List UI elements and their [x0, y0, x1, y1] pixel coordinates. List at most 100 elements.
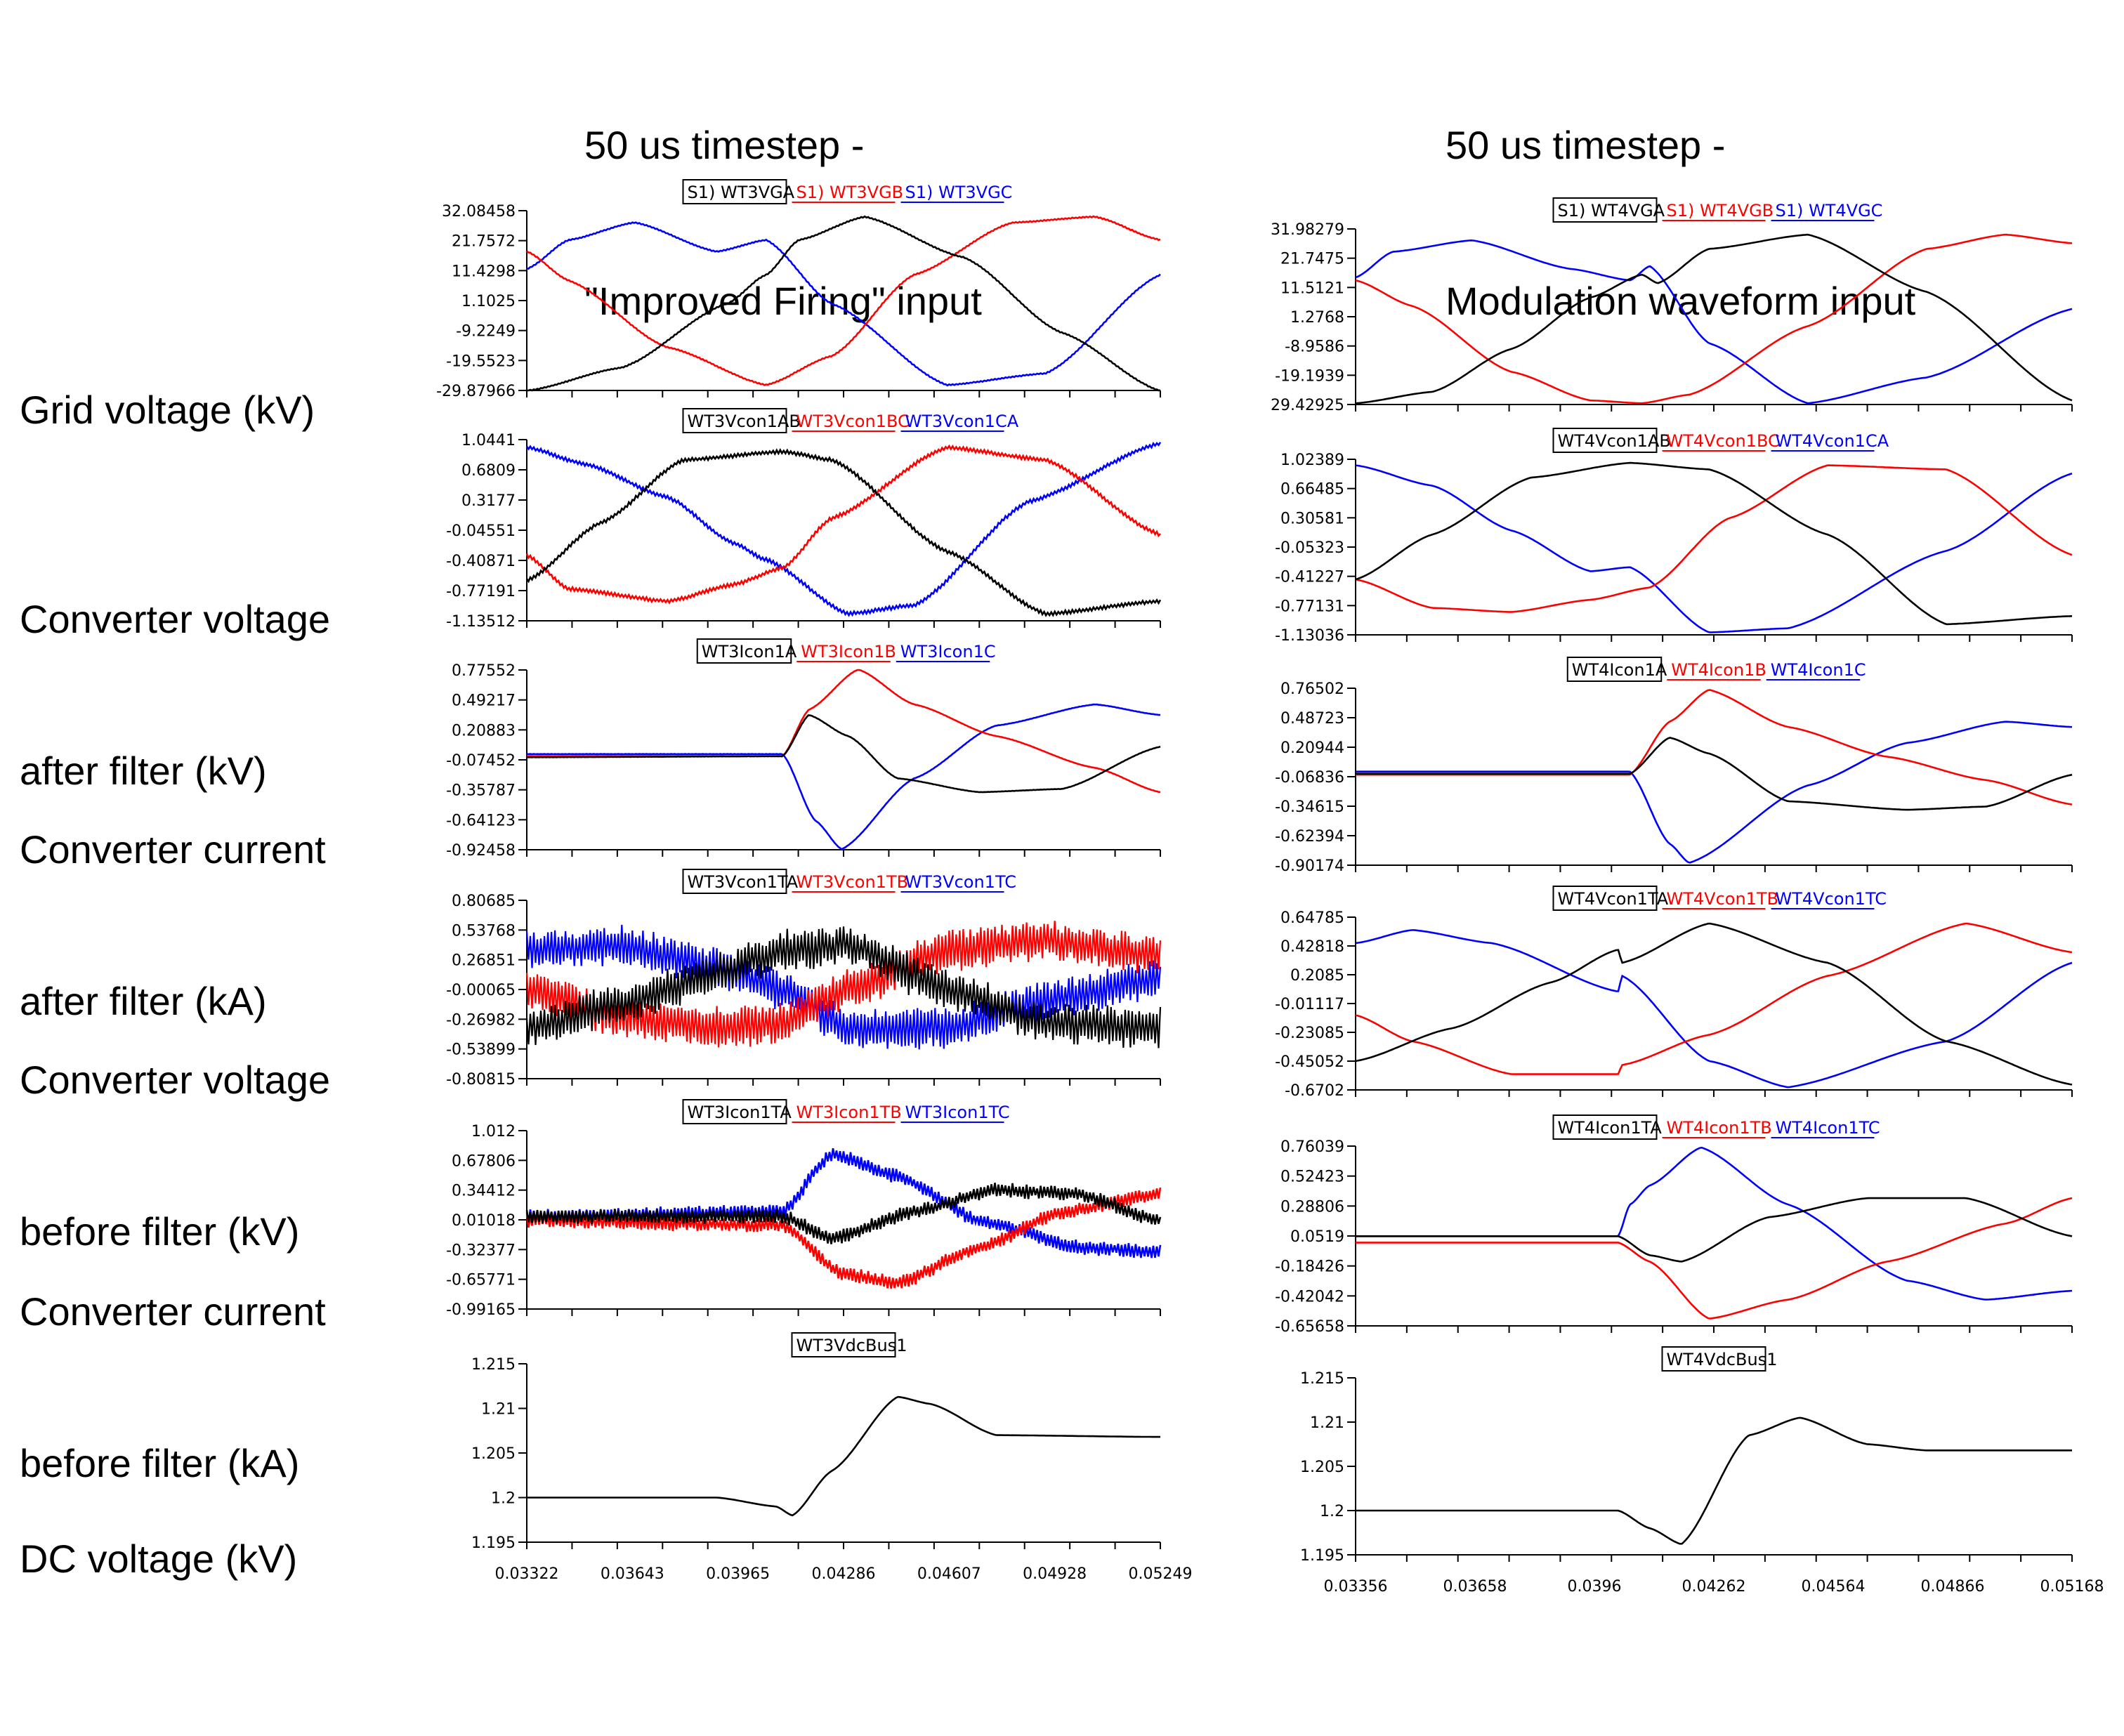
y-tick-label: 1.195 [1300, 1547, 1344, 1565]
row-label-conv-current-after: Converter current after filter (kA) [20, 723, 326, 1077]
series-line [1356, 689, 2073, 805]
legend-entry: WT4Icon1C [1771, 660, 1866, 680]
y-tick-label: 32.08458 [442, 203, 516, 221]
y-tick-label: 0.0519 [1290, 1228, 1344, 1246]
legend-box [1552, 428, 1658, 453]
legend-entry: WT4Vcon1TC [1776, 889, 1887, 909]
y-tick-label: -0.65771 [446, 1272, 516, 1289]
legend-box [1566, 657, 1663, 682]
legend-entry: WT3Icon1TC [905, 1103, 1010, 1122]
series-line [525, 448, 1162, 617]
y-tick-label: -0.05323 [1275, 539, 1344, 557]
series-line [1355, 461, 2073, 626]
y-tick-label: -0.00065 [446, 982, 516, 999]
series-line [1356, 1146, 2073, 1301]
legend-entry: WT3Vcon1AB [688, 412, 801, 431]
y-tick-label: -0.26982 [446, 1011, 516, 1029]
y-tick-label: 0.49217 [452, 692, 516, 710]
series-line [526, 221, 1161, 387]
y-tick-label: 0.76502 [1280, 680, 1344, 698]
legend-entry: WT3Vcon1BC [796, 412, 910, 431]
y-tick-label: -0.77191 [446, 583, 516, 600]
chart-panel: 31.98279 21.7475 11.5121 1.2768 -8.9586 -19.1… [1271, 197, 2073, 414]
y-tick-label: 1.215 [1300, 1370, 1344, 1388]
series-line [1356, 721, 2073, 864]
y-tick-label: -0.77131 [1275, 598, 1344, 615]
legend-entry: WT4Icon1TA [1558, 1118, 1663, 1138]
legend-entry: WT3Icon1A [702, 642, 797, 662]
series-line [525, 926, 1162, 1048]
y-tick-label: -0.45052 [1275, 1053, 1344, 1071]
y-tick-label: 1.1025 [461, 293, 516, 310]
row-label-line2: before filter (kA) [20, 1441, 300, 1485]
y-tick-label: 0.6809 [461, 462, 516, 480]
y-tick-label: 1.195 [471, 1534, 516, 1552]
y-tick-label: 21.7475 [1280, 251, 1344, 268]
y-tick-label: 0.20944 [1280, 739, 1344, 757]
y-tick-label: 0.67806 [452, 1152, 516, 1170]
x-tick-label: 0.0396 [1568, 1578, 1622, 1596]
y-tick-label: 0.3177 [461, 492, 516, 510]
row-label-line2: before filter (kV) [20, 1209, 300, 1254]
x-tick-label: 0.05249 [1129, 1565, 1193, 1583]
y-tick-label: -0.80815 [446, 1071, 516, 1089]
legend-box [696, 638, 792, 664]
y-tick-label: 11.5121 [1280, 280, 1344, 297]
y-tick-label: -0.65658 [1275, 1318, 1344, 1336]
y-tick-label: 0.34412 [452, 1183, 516, 1200]
y-tick-label: 0.42818 [1280, 938, 1344, 956]
legend-entry: WT3Icon1B [801, 642, 896, 662]
column-title-right-line2: Modulation waveform input [1446, 279, 1916, 323]
y-tick-label: -1.13512 [446, 613, 516, 631]
legend-entry: WT4Icon1TC [1776, 1118, 1880, 1138]
y-tick-label: -0.42042 [1275, 1288, 1344, 1306]
series-line [526, 215, 1161, 392]
y-tick-label: -8.9586 [1285, 338, 1344, 356]
chart-panel: 1.215 1.21 1.205 1.2 1.195 0.03356 0.03658 0.03… [1300, 1346, 2104, 1596]
y-tick-label: 0.2085 [1290, 967, 1344, 985]
legend-entry: S1) WT3VGA [688, 183, 795, 202]
y-tick-label: -0.06836 [1275, 769, 1344, 787]
series-line [525, 444, 1161, 605]
y-tick-label: 1.0441 [461, 432, 516, 449]
y-tick-label: -0.23085 [1275, 1025, 1344, 1042]
y-tick-label: -0.92458 [446, 842, 516, 860]
row-label-dc-voltage: DC voltage (kV) [20, 1433, 297, 1736]
x-tick-label: 0.03356 [1324, 1578, 1388, 1596]
column-title-right-line1: 50 us timestep - [1446, 123, 1726, 167]
y-tick-label: -0.32377 [446, 1242, 516, 1259]
legend-box [791, 1332, 896, 1357]
y-tick-label: -9.2249 [456, 323, 516, 341]
x-tick-label: 0.03643 [601, 1565, 664, 1583]
series-line [525, 441, 1162, 617]
y-tick-label: 0.77552 [452, 662, 516, 680]
legend-entry: WT3Vcon1TC [905, 872, 1016, 892]
legend-entry: WT3Vcon1CA [905, 412, 1019, 431]
y-tick-label: -0.07452 [446, 752, 516, 770]
series-line [1355, 464, 2073, 613]
legend-entry: S1) WT3VGC [905, 183, 1013, 202]
row-label-conv-voltage-before: Converter voltage before filter (kV) [20, 954, 330, 1308]
series-line [1355, 464, 2073, 633]
y-tick-label: 0.52423 [1280, 1169, 1344, 1186]
y-tick-label: 0.48723 [1280, 710, 1344, 728]
x-tick-label: 0.04866 [1921, 1578, 1985, 1596]
x-tick-label: 0.03965 [706, 1565, 770, 1583]
series-line [526, 215, 1161, 386]
legend-box [1661, 1346, 1766, 1372]
y-tick-label: 1.215 [471, 1356, 516, 1374]
legend-entry: WT4VdcBus1 [1667, 1350, 1778, 1369]
series-line [526, 703, 1161, 850]
column-title-right: 50 us timestep - Modulation waveform inp… [1446, 15, 1915, 379]
y-tick-label: 1.012 [471, 1123, 516, 1140]
y-tick-label: -0.62394 [1275, 828, 1344, 846]
legend-box [682, 179, 787, 204]
legend-entry: S1) WT4VGA [1558, 201, 1665, 221]
row-label-line1: Converter current [20, 1289, 326, 1334]
legend-entry: S1) WT4VGB [1667, 201, 1774, 221]
y-tick-label: 1.21 [481, 1401, 516, 1419]
y-tick-label: 0.80685 [452, 893, 516, 910]
y-tick-label: -1.13036 [1275, 627, 1344, 645]
y-tick-label: 0.01018 [452, 1212, 516, 1230]
x-tick-label: 0.05168 [2040, 1578, 2104, 1596]
